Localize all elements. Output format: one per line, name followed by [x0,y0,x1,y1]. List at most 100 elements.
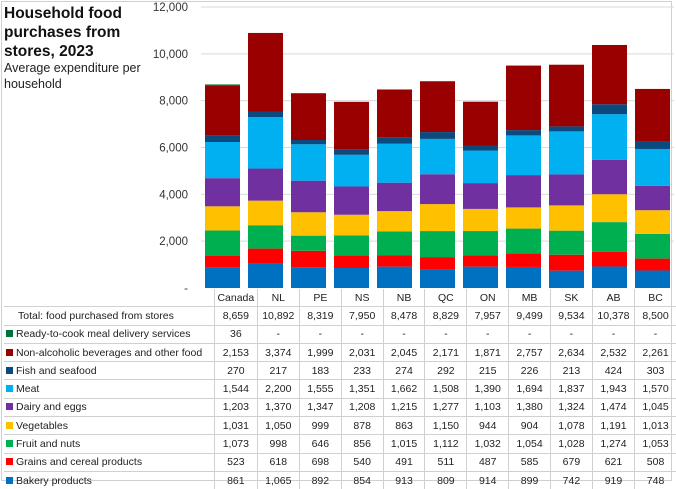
table-cell: 2,200 [256,379,300,399]
table-cell: 2,045 [382,342,425,362]
table-cell: 1,570 [634,379,676,399]
table-cell: 913 [382,470,425,489]
bar-segment [205,85,240,136]
table-cell: 1,073 [214,434,258,454]
series-row: Ready-to-cook meal delivery services 36- -… [4,324,676,344]
series-row: Vegetables 1,031 1,050 999 878 863 1,150 944 904… [4,416,676,435]
bar-segment [592,159,627,195]
table-cell: 8,500 [634,306,676,326]
table-cell: 1,277 [424,397,467,417]
bar-segment [334,101,369,150]
table-cell: 2,153 [214,342,258,362]
legend-label: Ready-to-cook meal delivery services [4,324,215,344]
y-tick-label: 12,000 [153,2,188,14]
table-cell: 424 [591,361,635,380]
bar-segment [592,251,627,267]
table-cell: 1,203 [214,397,258,417]
bar-segment [420,231,455,258]
table-cell: 748 [634,470,676,489]
bar-segment [205,84,240,86]
bar-segment [463,266,498,288]
bar-segment [248,200,283,226]
table-cell: - [591,324,635,344]
bar-segment [463,255,498,267]
bar-segment [549,270,584,288]
bar-segment [334,268,369,288]
bar-segment [377,266,412,288]
legend-label: Meat [4,379,215,399]
table-cell: 2,171 [424,342,467,362]
bar-segment [205,141,240,179]
table-cell: 863 [382,416,425,435]
bar-segment [549,205,584,231]
table-cell: - [256,324,300,344]
bar-segment [549,131,584,175]
table-cell: - [340,324,384,344]
bar-segment [248,168,283,201]
table-cell: 618 [256,452,300,472]
bar-segment [291,267,326,288]
table-cell: 213 [549,361,593,380]
legend-swatch-icon [6,330,13,338]
bar-segment [420,269,455,288]
table-cell: NL [256,289,300,307]
bar-segment [635,233,670,259]
table-cell: 1,837 [549,379,593,399]
bar-segment [549,126,584,132]
table-corner [4,289,215,307]
bar-segment [205,255,240,268]
bar-segment [334,149,369,155]
y-tick-label: 4,000 [159,189,188,201]
y-tick-label: 2,000 [159,236,188,248]
table-cell: 899 [508,470,551,489]
bar-segment [248,32,283,112]
bar-segment [506,135,541,176]
bar-segment [635,258,670,271]
bar-segment [248,225,283,249]
series-row: Bakery products 861 1,065 892 854 913 809 914 89… [4,470,676,489]
table-cell: 508 [634,452,676,472]
bar-segment [635,88,670,142]
table-cell: 1,208 [340,397,384,417]
bar-segment [205,135,240,142]
table-cell: 999 [298,416,342,435]
table-cell: 215 [466,361,509,380]
table-cell: 511 [424,452,467,472]
table-cell: - [382,324,425,344]
table-cell: 2,634 [549,342,593,362]
table-cell: MB [508,289,551,307]
legend-swatch-icon [6,421,13,429]
series-name: Fish and seafood [16,364,97,377]
y-tick-label: - [184,283,188,295]
table-cell: Canada [214,289,258,307]
bar-segment [506,175,541,208]
series-name: Vegetables [16,419,68,432]
legend-swatch-icon [6,348,13,356]
table-cell: 854 [340,470,384,489]
bar-segment [377,89,412,138]
table-cell: 1,103 [466,397,509,417]
legend-label: Fruit and nuts [4,434,215,454]
bar-segment [205,230,240,256]
table-cell: 1,390 [466,379,509,399]
table-cell: 1,045 [634,397,676,417]
table-cell: 1,015 [382,434,425,454]
table-cell: 679 [549,452,593,472]
table-cell: 270 [214,361,258,380]
bar-segment [549,64,584,127]
table-cell: 1,031 [214,416,258,435]
bar-segment [334,186,369,215]
series-row: Dairy and eggs 1,203 1,370 1,347 1,208 1,215 1… [4,397,676,417]
data-table: Canada NL PE NS NB QC ON MB SK AB BC Total: food pu… [4,289,676,489]
bar-segment [463,101,498,146]
table-cell: 1,694 [508,379,551,399]
series-name: Dairy and eggs [16,401,87,414]
series-row: Grains and cereal products 523 618 698 540 49… [4,452,676,472]
table-cell: 274 [382,361,425,380]
table-cell: 10,378 [591,306,635,326]
legend-swatch-icon [6,458,13,466]
legend-label: Vegetables [4,416,215,435]
table-cell: - [634,324,676,344]
table-cell: - [466,324,509,344]
table-cell: 292 [424,361,467,380]
